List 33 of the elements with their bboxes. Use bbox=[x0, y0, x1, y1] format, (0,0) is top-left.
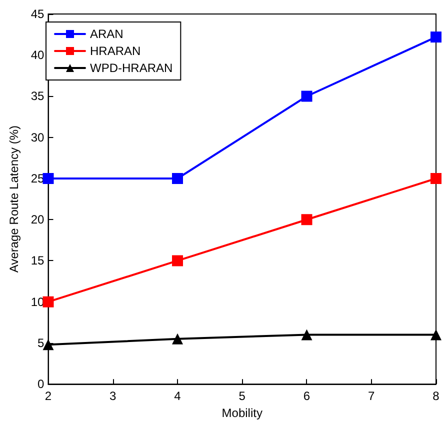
x-axis-title: Mobility bbox=[222, 406, 262, 420]
point bbox=[172, 172, 183, 184]
x-tick-label: 2 bbox=[44, 389, 52, 404]
y-tick-label: 20 bbox=[30, 212, 45, 227]
point bbox=[42, 339, 54, 350]
point bbox=[301, 214, 312, 226]
y-axis-title: Average Route Latency (%) bbox=[7, 125, 21, 273]
point bbox=[172, 333, 183, 344]
point bbox=[301, 329, 312, 340]
y-tick-label: 35 bbox=[30, 89, 45, 104]
y-tick-label: 15 bbox=[30, 254, 45, 268]
point bbox=[42, 172, 54, 184]
x-tick-label: 6 bbox=[303, 389, 310, 404]
x-tick-label: 3 bbox=[110, 389, 117, 404]
point bbox=[430, 32, 442, 43]
legend-label: HRARAN bbox=[90, 44, 141, 58]
y-tick-label: 0 bbox=[38, 377, 45, 392]
point bbox=[430, 329, 442, 340]
x-tick-label: 7 bbox=[368, 389, 376, 404]
x-tick-label: 4 bbox=[174, 389, 182, 404]
y-tick-label: 45 bbox=[30, 7, 45, 21]
legend-label: WPD-HRARAN bbox=[90, 61, 173, 75]
point bbox=[42, 296, 54, 308]
y-tick-label: 40 bbox=[30, 48, 45, 62]
point bbox=[172, 255, 183, 266]
point bbox=[301, 90, 312, 102]
point bbox=[430, 172, 442, 184]
legend-label: ARAN bbox=[90, 27, 124, 41]
y-tick-label: 30 bbox=[30, 130, 45, 144]
x-tick-label: 8 bbox=[432, 389, 440, 404]
x-tick-label: 5 bbox=[238, 389, 246, 404]
y-tick-label: 25 bbox=[30, 171, 45, 186]
y-tick-label: 5 bbox=[38, 336, 45, 350]
